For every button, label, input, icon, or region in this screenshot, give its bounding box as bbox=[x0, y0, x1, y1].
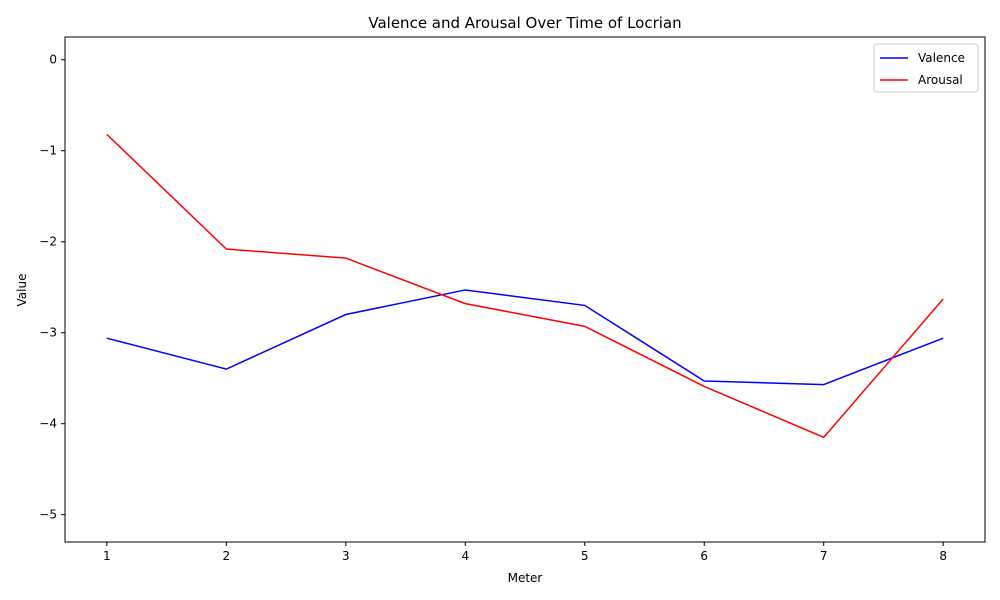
legend-label-valence: Valence bbox=[918, 51, 965, 65]
y-tick-label: −3 bbox=[39, 326, 57, 340]
x-axis: 1 2 3 4 5 6 7 8 bbox=[103, 542, 947, 563]
y-tick-label: 0 bbox=[49, 53, 57, 67]
x-tick-label: 7 bbox=[820, 549, 828, 563]
y-tick-label: −5 bbox=[39, 508, 57, 522]
x-tick-label: 1 bbox=[103, 549, 111, 563]
series-lines bbox=[106, 133, 944, 439]
x-tick-label: 8 bbox=[939, 549, 947, 563]
y-tick-label: −4 bbox=[39, 417, 57, 431]
y-tick-label: −2 bbox=[39, 235, 57, 249]
series-line-arousal bbox=[106, 133, 944, 439]
x-tick-label: 5 bbox=[581, 549, 589, 563]
x-axis-label: Meter bbox=[508, 571, 543, 585]
x-tick-label: 4 bbox=[461, 549, 469, 563]
x-tick-label: 3 bbox=[342, 549, 350, 563]
y-axis-label: Value bbox=[15, 274, 29, 307]
series-line-valence bbox=[106, 289, 944, 386]
legend-label-arousal: Arousal bbox=[918, 73, 963, 87]
x-tick-label: 2 bbox=[222, 549, 230, 563]
y-axis: 0 −1 −2 −3 −4 −5 bbox=[39, 53, 65, 522]
chart-title: Valence and Arousal Over Time of Locrian bbox=[368, 14, 681, 32]
legend: Valence Arousal bbox=[873, 43, 979, 93]
x-tick-label: 6 bbox=[700, 549, 708, 563]
y-tick-label: −1 bbox=[39, 144, 57, 158]
plot-area bbox=[64, 36, 986, 543]
